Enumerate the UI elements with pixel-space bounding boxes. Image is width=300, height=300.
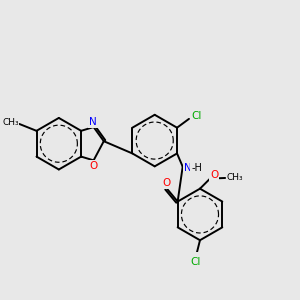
Text: CH₃: CH₃ xyxy=(2,118,19,127)
Text: Cl: Cl xyxy=(190,257,201,267)
Text: -H: -H xyxy=(191,163,202,173)
Text: O: O xyxy=(90,161,98,171)
Text: N: N xyxy=(89,117,97,127)
Text: N: N xyxy=(184,163,192,173)
Text: O: O xyxy=(210,170,218,180)
Text: CH₃: CH₃ xyxy=(226,173,243,182)
Text: O: O xyxy=(162,178,170,188)
Text: Cl: Cl xyxy=(191,111,202,122)
